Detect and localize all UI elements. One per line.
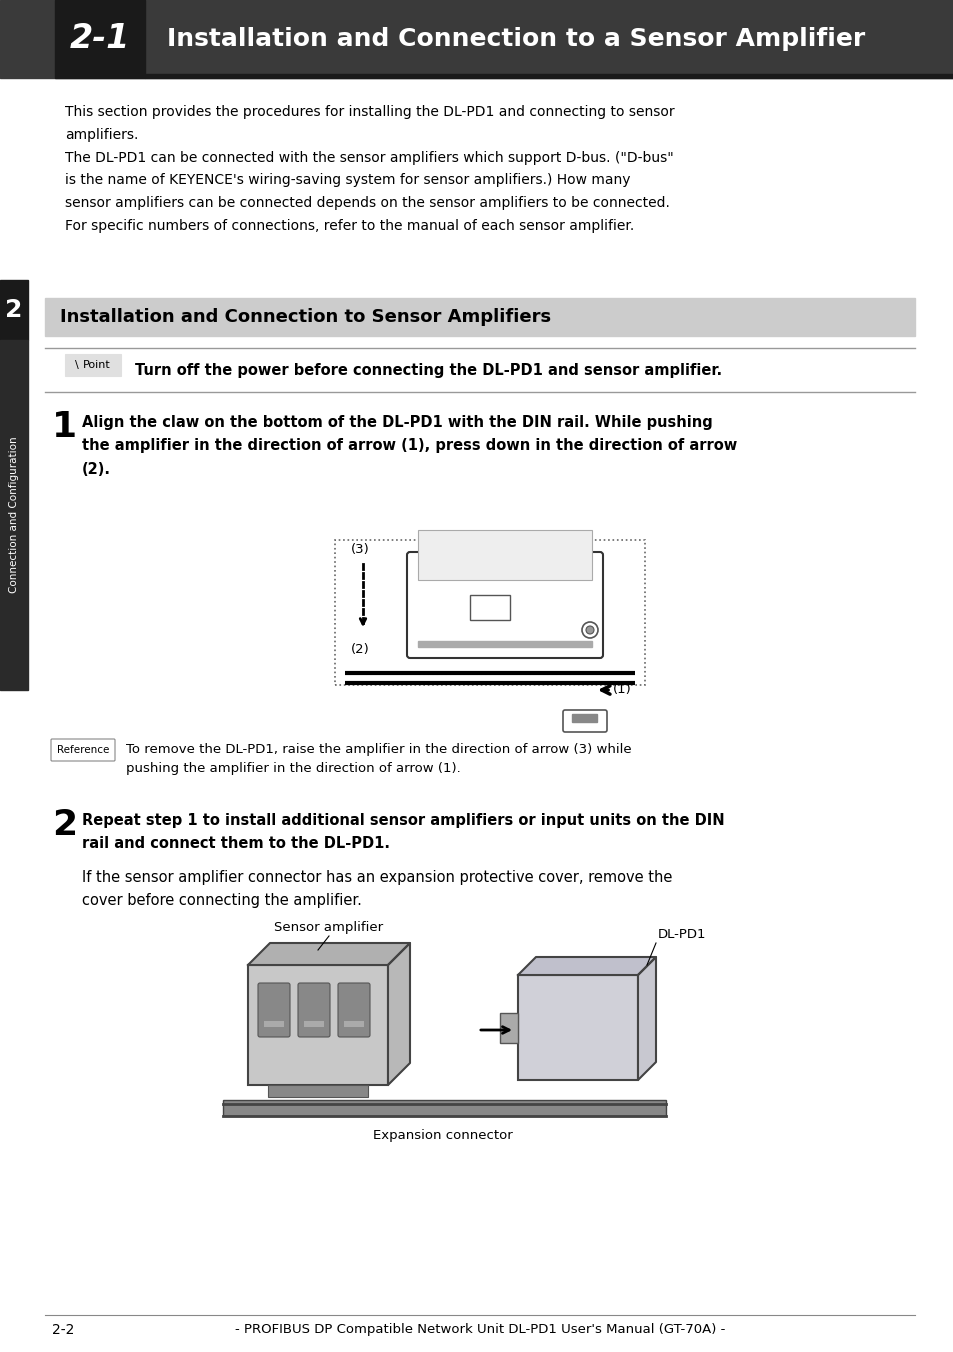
Polygon shape <box>638 957 656 1080</box>
Bar <box>248 965 388 1086</box>
FancyBboxPatch shape <box>337 983 370 1037</box>
Text: - PROFIBUS DP Compatible Network Unit DL-PD1 User's Manual (GT-70A) -: - PROFIBUS DP Compatible Network Unit DL… <box>234 1324 724 1337</box>
Bar <box>572 714 597 722</box>
Bar <box>417 530 592 580</box>
Text: Align the claw on the bottom of the DL-PD1 with the DIN rail. While pushing
the : Align the claw on the bottom of the DL-P… <box>82 415 737 477</box>
FancyBboxPatch shape <box>562 710 606 731</box>
Text: Expansion connector: Expansion connector <box>373 1129 513 1142</box>
Text: (3): (3) <box>351 544 369 557</box>
Bar <box>264 1021 284 1028</box>
Bar <box>45 297 914 337</box>
Bar <box>304 1021 324 1028</box>
Bar <box>0 339 28 690</box>
Bar <box>517 975 638 1080</box>
Text: Installation and Connection to a Sensor Amplifier: Installation and Connection to a Sensor … <box>167 27 864 51</box>
Polygon shape <box>248 942 410 965</box>
Bar <box>499 1013 517 1042</box>
Bar <box>65 354 121 376</box>
Circle shape <box>585 626 594 634</box>
Bar <box>223 1101 665 1115</box>
Text: Turn off the power before connecting the DL-PD1 and sensor amplifier.: Turn off the power before connecting the… <box>135 362 721 377</box>
Polygon shape <box>388 942 410 1086</box>
Text: 2-2: 2-2 <box>52 1324 74 1337</box>
Bar <box>335 539 644 685</box>
Text: (1): (1) <box>613 684 631 696</box>
Bar <box>470 595 510 621</box>
Circle shape <box>581 622 598 638</box>
FancyBboxPatch shape <box>407 552 602 658</box>
FancyBboxPatch shape <box>257 983 290 1037</box>
Text: Reference: Reference <box>57 745 109 754</box>
Text: (2): (2) <box>351 644 369 657</box>
FancyBboxPatch shape <box>297 983 330 1037</box>
Bar <box>417 641 592 648</box>
Polygon shape <box>517 957 656 975</box>
FancyBboxPatch shape <box>51 740 115 761</box>
Bar <box>55 0 145 78</box>
Bar <box>0 280 28 339</box>
Text: DL-PD1: DL-PD1 <box>658 929 706 941</box>
Text: To remove the DL-PD1, raise the amplifier in the direction of arrow (3) while
pu: To remove the DL-PD1, raise the amplifie… <box>126 744 631 775</box>
Text: If the sensor amplifier connector has an expansion protective cover, remove the
: If the sensor amplifier connector has an… <box>82 869 672 909</box>
Text: This section provides the procedures for installing the DL-PD1 and connecting to: This section provides the procedures for… <box>65 105 674 233</box>
Bar <box>268 1086 368 1096</box>
Text: 2: 2 <box>6 297 23 322</box>
Text: \: \ <box>75 360 82 370</box>
Text: 2: 2 <box>52 808 77 842</box>
Bar <box>0 0 953 78</box>
Text: Connection and Configuration: Connection and Configuration <box>9 437 19 594</box>
Bar <box>145 74 953 78</box>
Text: Repeat step 1 to install additional sensor amplifiers or input units on the DIN
: Repeat step 1 to install additional sens… <box>82 813 724 852</box>
Text: 2-1: 2-1 <box>70 23 130 55</box>
Text: Point: Point <box>83 360 111 370</box>
Text: Sensor amplifier: Sensor amplifier <box>274 922 383 934</box>
Text: 1: 1 <box>52 410 77 443</box>
Text: Installation and Connection to Sensor Amplifiers: Installation and Connection to Sensor Am… <box>60 308 551 326</box>
Bar <box>344 1021 364 1028</box>
